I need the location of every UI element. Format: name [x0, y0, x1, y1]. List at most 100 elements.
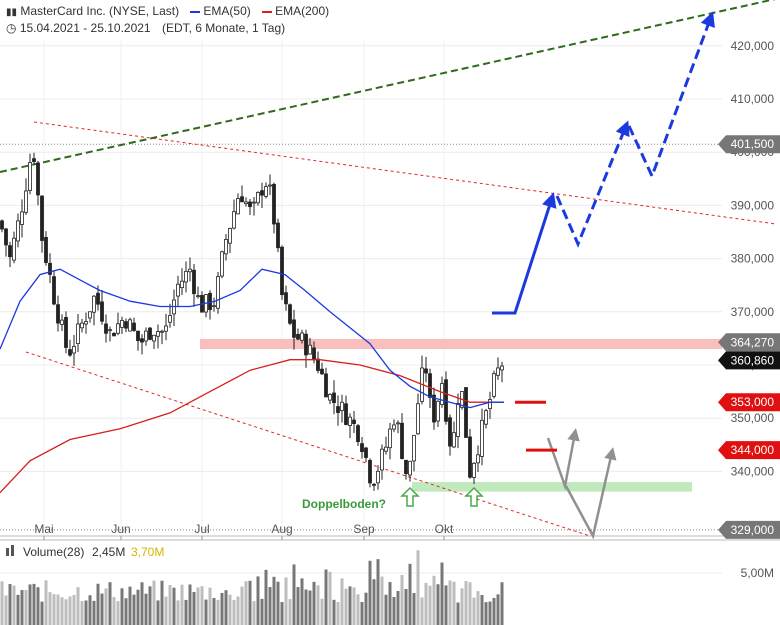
candle-body	[40, 195, 44, 241]
candle-body	[128, 319, 132, 332]
volume-bar	[256, 576, 260, 625]
volume-bar	[380, 576, 384, 625]
date-range: 15.04.2021 - 25.10.2021	[19, 21, 151, 35]
volume-bar	[108, 582, 112, 625]
volume-bar	[356, 594, 360, 625]
candle-body	[452, 432, 456, 448]
candle-body	[184, 270, 188, 283]
volume-bar	[440, 562, 444, 625]
volume-bar	[328, 571, 332, 625]
volume-bar	[480, 594, 484, 625]
volume-bar	[244, 581, 248, 625]
volume-bar	[156, 600, 160, 625]
candle-body	[160, 330, 164, 333]
volume-value-2: 3,70M	[131, 545, 164, 559]
candle-body	[488, 399, 492, 409]
x-tick-label: Jun	[111, 522, 130, 536]
volume-bar	[68, 596, 72, 625]
volume-bar	[280, 602, 284, 625]
candle-body	[272, 183, 276, 225]
volume-bar	[224, 590, 228, 625]
volume-bar	[488, 601, 492, 625]
candle-body	[316, 358, 320, 371]
support-zone	[412, 482, 692, 492]
volume-bar	[152, 580, 156, 625]
volume-bar	[32, 583, 36, 625]
candle-body	[348, 416, 352, 426]
candle-body	[312, 347, 316, 360]
candle-body	[268, 184, 272, 187]
volume-bar	[468, 582, 472, 625]
volume-bar	[408, 563, 412, 625]
volume-bar	[76, 587, 80, 625]
volume-bar	[212, 598, 216, 625]
candle-body	[484, 410, 488, 425]
candle-body	[232, 211, 236, 229]
volume-bar	[252, 601, 256, 625]
volume-bar	[0, 581, 4, 625]
volume-bar	[400, 575, 404, 625]
volume-bar	[116, 601, 120, 625]
chart-header: ▮▮ MasterCard Inc. (NYSE, Last) EMA(50) …	[6, 4, 329, 18]
candle-body	[380, 448, 384, 471]
volume-bar	[448, 580, 452, 625]
trend-lines	[0, 0, 777, 537]
volume-bar	[392, 597, 396, 625]
volume-bar	[456, 602, 460, 625]
candle-body	[472, 462, 476, 478]
ema200-swatch	[262, 10, 273, 13]
price-marker-badge	[718, 333, 780, 352]
candle-body	[328, 393, 332, 401]
candle-body	[88, 311, 92, 319]
clock-icon: ◷	[6, 21, 17, 35]
candle-body	[132, 322, 136, 331]
candle-body	[260, 190, 264, 196]
volume-bar	[348, 586, 352, 625]
volume-bar	[188, 584, 192, 625]
candle-body	[12, 237, 16, 261]
candle-body	[52, 276, 56, 305]
volume-bar	[112, 597, 116, 625]
candle-body	[108, 329, 112, 332]
zones	[200, 338, 722, 492]
volume-bar	[340, 578, 344, 625]
price-marker-364,270: 364,270	[718, 333, 780, 352]
volume-bar	[296, 587, 300, 625]
volume-bar	[44, 580, 48, 625]
price-marker-329,000: 329,000	[718, 520, 780, 539]
doppelboden-annotation: Doppelboden?	[302, 497, 386, 511]
candle-body	[164, 325, 168, 332]
candle-body	[424, 368, 428, 374]
candle-body	[492, 373, 496, 397]
price-marker-353,000: 353,000	[718, 393, 780, 412]
chart-type-icon[interactable]: ▮▮	[6, 7, 18, 18]
price-candles	[0, 152, 504, 491]
candle-body	[80, 322, 84, 329]
candle-body	[404, 459, 408, 474]
candle-body	[116, 323, 120, 334]
candle-body	[176, 283, 180, 297]
candle-body	[344, 403, 348, 425]
candle-body	[476, 454, 480, 464]
volume-bar	[416, 550, 420, 625]
candle-body	[56, 304, 60, 324]
volume-bar	[268, 587, 272, 625]
candle-body	[308, 344, 312, 355]
candle-body	[136, 330, 140, 342]
volume-bar	[172, 587, 176, 625]
volume-bar	[436, 584, 440, 625]
candle-body	[64, 317, 68, 348]
volume-bar	[236, 596, 240, 625]
candle-body	[68, 349, 72, 356]
volume-bar	[396, 591, 400, 625]
price-marker-label: 401,500	[731, 137, 775, 151]
volume-bar	[100, 593, 104, 625]
volume-bar	[16, 594, 20, 625]
volume-bar	[300, 578, 304, 625]
volume-bar	[376, 559, 380, 625]
volume-bar	[284, 577, 288, 625]
volume-bar	[160, 580, 164, 625]
candle-body	[60, 319, 64, 325]
price-marker-label: 364,270	[731, 335, 775, 349]
volume-bar	[176, 600, 180, 625]
